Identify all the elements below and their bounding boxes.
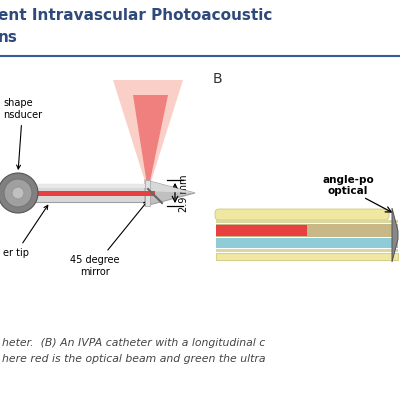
FancyBboxPatch shape bbox=[215, 209, 389, 220]
Circle shape bbox=[4, 179, 32, 207]
Polygon shape bbox=[392, 208, 398, 262]
Polygon shape bbox=[145, 180, 195, 206]
Polygon shape bbox=[133, 95, 168, 191]
Bar bbox=[216, 249, 398, 252]
Text: shape
nsducer: shape nsducer bbox=[3, 98, 42, 169]
Bar bbox=[216, 253, 398, 260]
Bar bbox=[216, 225, 307, 236]
Polygon shape bbox=[145, 180, 195, 193]
Polygon shape bbox=[113, 80, 183, 191]
Text: B: B bbox=[213, 72, 223, 86]
Bar bbox=[10, 191, 30, 196]
Bar bbox=[216, 238, 398, 248]
Circle shape bbox=[12, 187, 24, 199]
Text: heter.  (B) An IVPA catheter with a longitudinal c: heter. (B) An IVPA catheter with a longi… bbox=[2, 338, 265, 348]
Bar bbox=[25, 191, 155, 196]
Text: er tip: er tip bbox=[3, 205, 48, 258]
Bar bbox=[5, 184, 145, 202]
Text: ent Intravascular Photoacoustic: ent Intravascular Photoacoustic bbox=[0, 8, 272, 23]
Bar bbox=[5, 184, 145, 188]
Text: angle-po: angle-po bbox=[322, 175, 374, 185]
Text: optical: optical bbox=[328, 186, 368, 196]
Text: 2.9 mm: 2.9 mm bbox=[179, 174, 189, 212]
Text: here red is the optical beam and green the ultra: here red is the optical beam and green t… bbox=[2, 354, 266, 364]
Text: ns: ns bbox=[0, 30, 18, 45]
Bar bbox=[216, 220, 398, 223]
Circle shape bbox=[0, 173, 38, 213]
Text: 45 degree
mirror: 45 degree mirror bbox=[70, 201, 148, 277]
Bar bbox=[216, 224, 398, 237]
Bar bbox=[145, 180, 150, 206]
